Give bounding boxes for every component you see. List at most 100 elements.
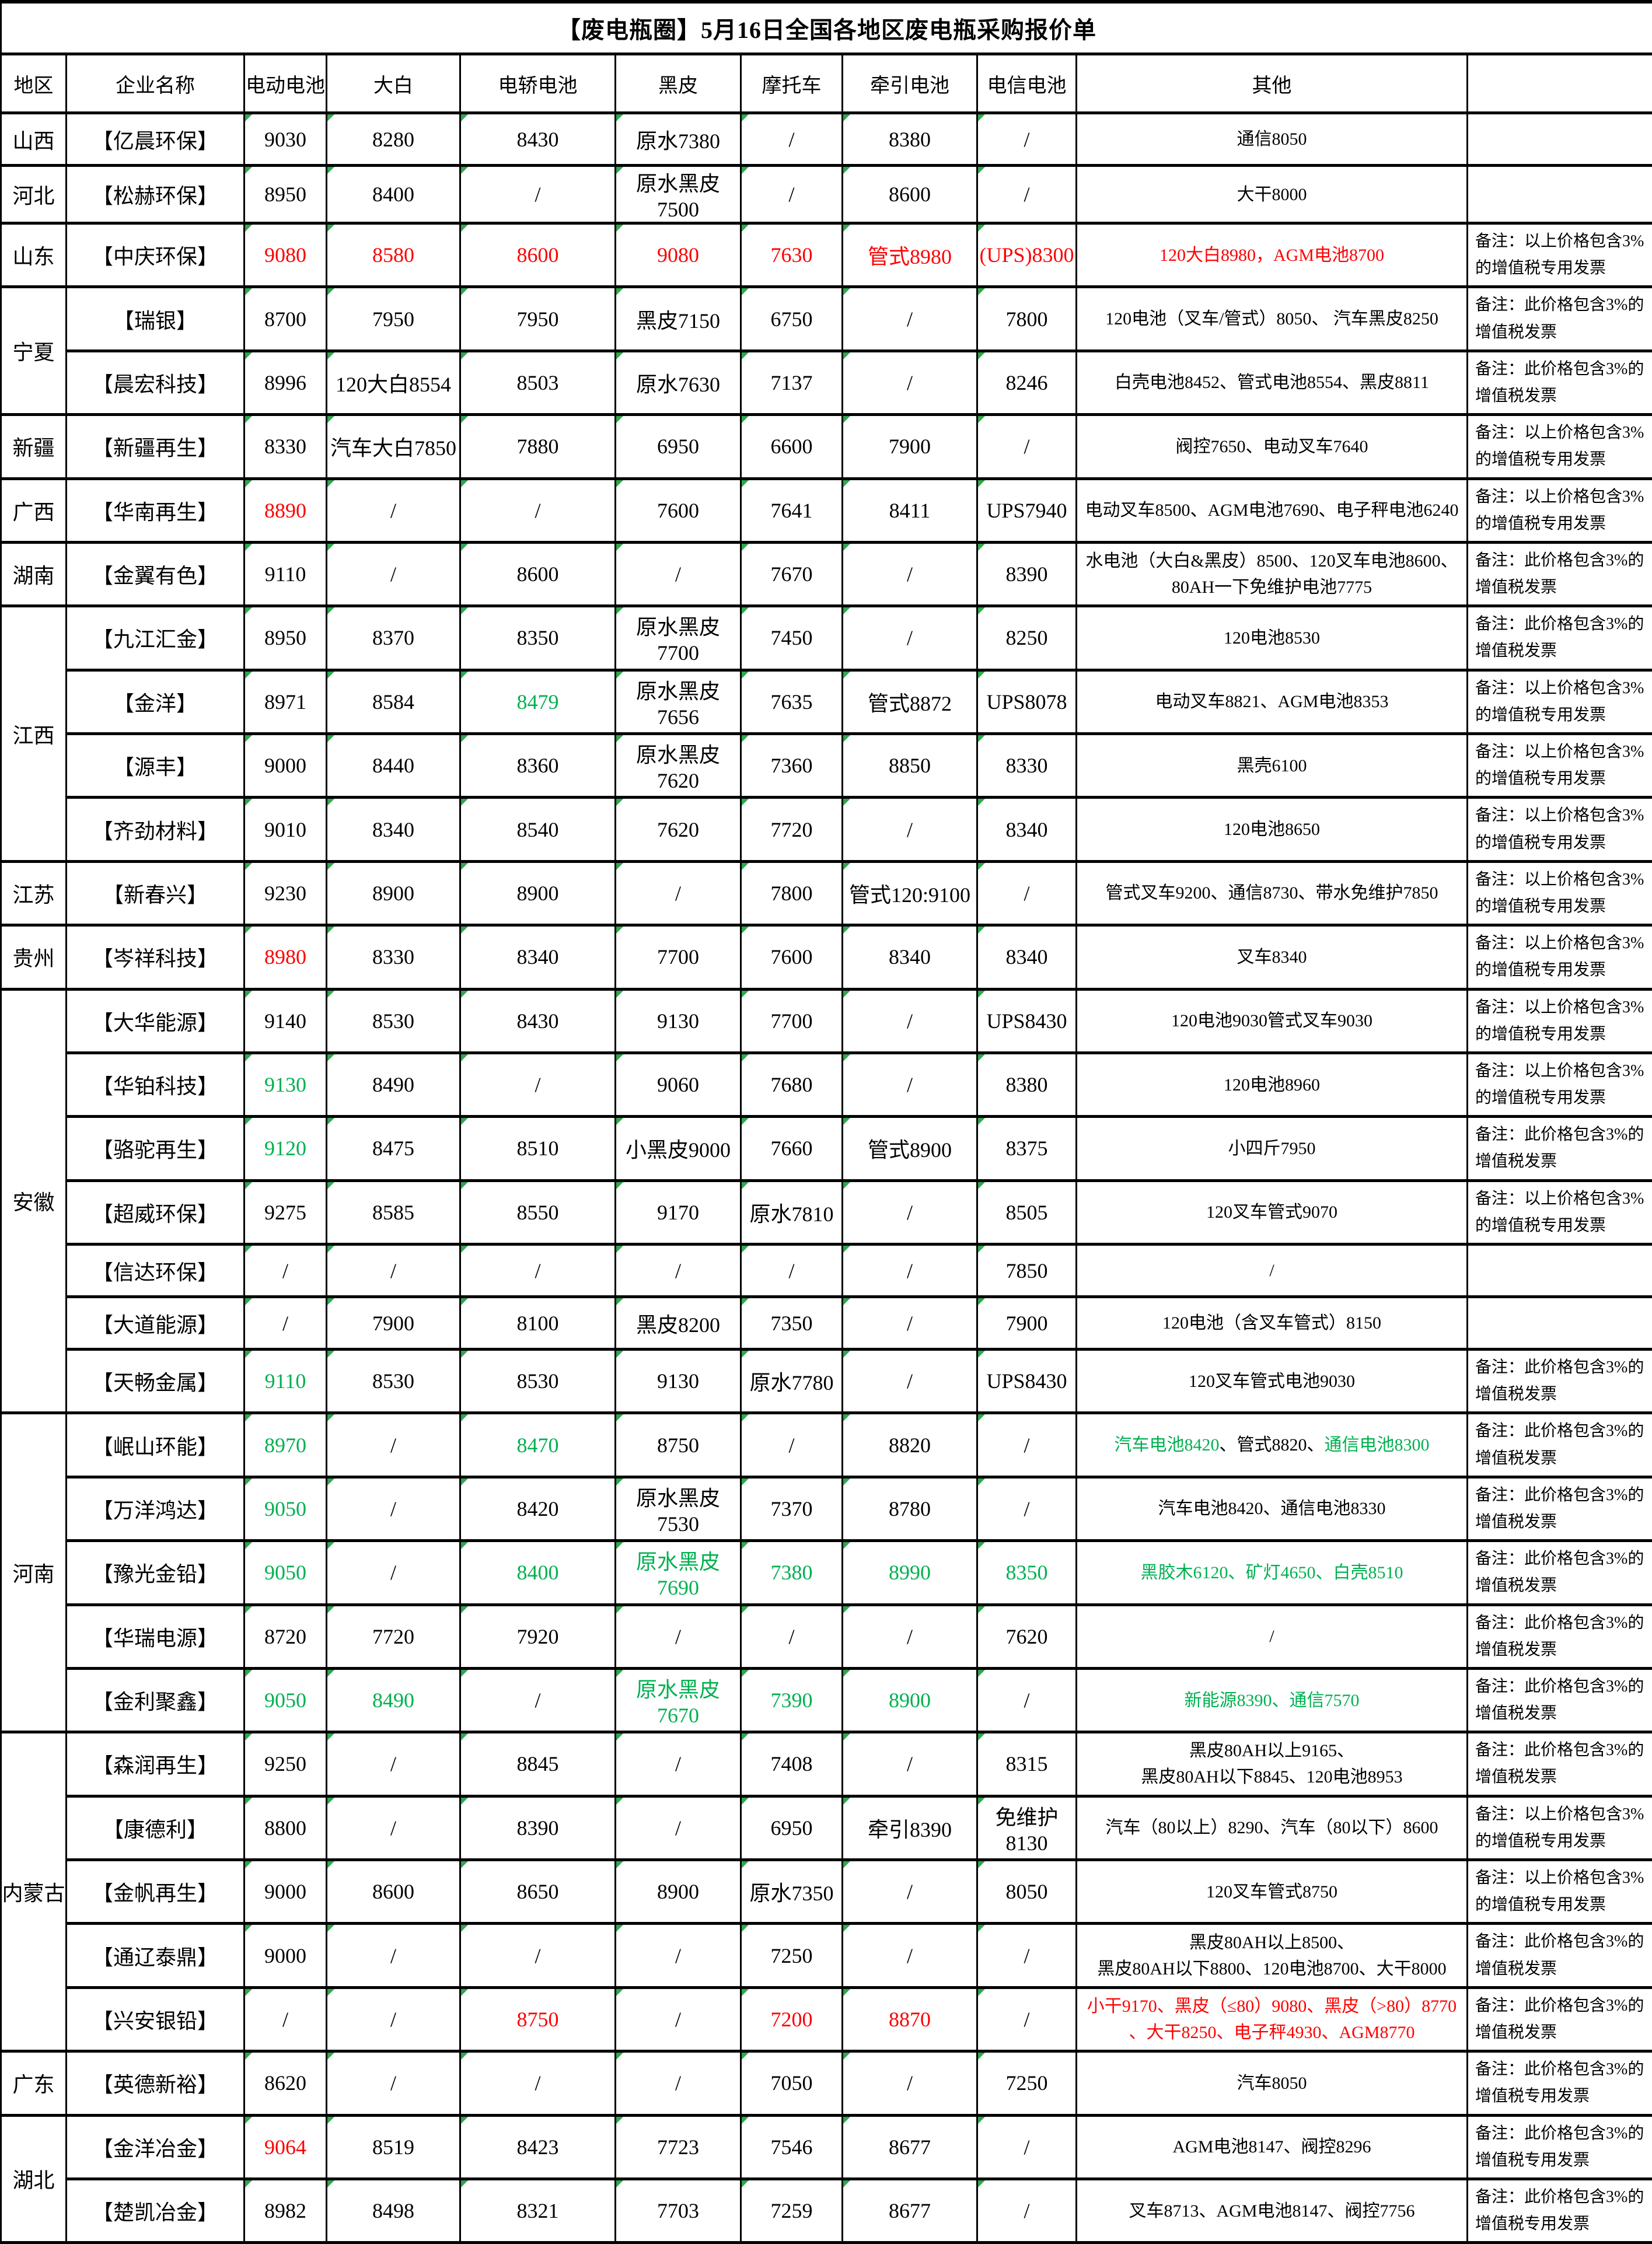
price-cell: 7900 [977,1297,1077,1350]
price-cell: / [245,1297,327,1350]
other-cell: 120电池8530 [1077,606,1468,670]
region-cell: 宁夏 [1,287,67,415]
price-cell: 8900 [460,861,616,925]
price-cell: 8850 [843,734,977,798]
price-cell: UPS7940 [977,478,1077,542]
company-cell: 【康德利】 [67,1796,245,1859]
price-cell: 7408 [741,1732,843,1796]
price-cell: 7620 [977,1605,1077,1668]
price-cell: / [843,542,977,606]
price-cell: 8900 [843,1668,977,1732]
other-cell: / [1077,1605,1468,1668]
price-cell: 8900 [616,1860,741,1924]
region-cell: 江西 [1,606,67,862]
price-cell: 8350 [977,1541,1077,1605]
price-cell: 8700 [245,287,327,351]
price-fragment: 通信电池8300 [1325,1435,1430,1455]
remark-cell: 备注：此价格包含3%的增值税发票 [1468,1668,1652,1732]
company-cell: 【中庆环保】 [67,223,245,287]
company-cell: 【岷山环能】 [67,1413,245,1477]
price-cell: 小黑皮9000 [616,1117,741,1180]
price-cell: / [327,2051,460,2115]
price-cell: / [843,1924,977,1987]
price-cell: 9130 [616,989,741,1053]
price-cell: 8600 [460,223,616,287]
price-cell: 8360 [460,734,616,798]
price-cell: 8498 [327,2179,460,2242]
price-cell: / [327,1987,460,2051]
price-cell: 原水7810 [741,1180,843,1244]
price-cell: 8340 [843,925,977,989]
region-cell: 内蒙古 [1,1732,67,2051]
price-cell: 9000 [245,734,327,798]
remark-cell: 备注：此价格包含3%的增值税发票 [1468,287,1652,351]
price-cell: / [843,989,977,1053]
price-cell: / [616,2051,741,2115]
remark-cell: 备注：以上价格包含3%的增值税专用发票 [1468,1053,1652,1116]
price-cell: 9050 [245,1477,327,1540]
price-cell: 8600 [327,1860,460,1924]
other-cell: 新能源8390、通信7570 [1077,1668,1468,1732]
other-cell: 汽车8050 [1077,2051,1468,2115]
price-cell: / [327,478,460,542]
price-cell: 原水7630 [616,351,741,414]
price-cell: 9130 [245,1053,327,1116]
price-cell: / [843,351,977,414]
other-cell: 小四斤7950 [1077,1117,1468,1180]
other-cell: 120电池（含叉车管式）8150 [1077,1297,1468,1350]
remark-cell [1468,1245,1652,1297]
remark-cell: 备注：以上价格包含3%的增值税专用发票 [1468,925,1652,989]
price-cell: 8677 [843,2179,977,2242]
price-cell: 8340 [977,798,1077,861]
price-cell: / [843,1180,977,1244]
price-cell: 7800 [977,287,1077,351]
price-cell: 8340 [460,925,616,989]
price-cell: 7660 [741,1117,843,1180]
price-cell: / [616,1987,741,2051]
price-cell: 管式120:9100 [843,861,977,925]
price-cell: 管式8980 [843,223,977,287]
region-cell: 广东 [1,2051,67,2115]
company-cell: 【华南再生】 [67,478,245,542]
remark-cell: 备注：以上价格包含3%的增值税专用发票 [1468,989,1652,1053]
other-cell: 黑皮80AH以上8500、 黑皮80AH以下8800、120电池8700、大干8… [1077,1924,1468,1987]
price-cell: / [327,542,460,606]
remark-cell [1468,1297,1652,1350]
other-cell: 叉车8340 [1077,925,1468,989]
company-cell: 【晨宏科技】 [67,351,245,414]
company-cell: 【瑞银】 [67,287,245,351]
price-cell: 8530 [327,1350,460,1413]
price-cell: 8550 [460,1180,616,1244]
price-cell: 8475 [327,1117,460,1180]
price-cell: / [327,1796,460,1859]
price-cell: 7800 [741,861,843,925]
remark-cell: 备注：以上价格包含3%的增值税专用发票 [1468,415,1652,478]
price-cell: 7880 [460,415,616,478]
remark-cell: 备注：此价格包含3%的增值税发票 [1468,351,1652,414]
price-cell: 8720 [245,1605,327,1668]
remark-cell: 备注：以上价格包含3%的增值税专用发票 [1468,798,1652,861]
price-cell: / [616,1732,741,1796]
price-cell: 7620 [616,798,741,861]
price-cell: 原水7350 [741,1860,843,1924]
region-cell: 新疆 [1,415,67,478]
price-cell: / [616,1796,741,1859]
price-cell: 7670 [741,542,843,606]
company-cell: 【金利聚鑫】 [67,1668,245,1732]
company-cell: 【华铂科技】 [67,1053,245,1116]
price-cell: 8505 [977,1180,1077,1244]
company-cell: 【豫光金铅】 [67,1541,245,1605]
price-cell: 8750 [460,1987,616,2051]
other-cell: AGM电池8147、阀控8296 [1077,2115,1468,2179]
price-cell: 8503 [460,351,616,414]
region-cell: 湖北 [1,2115,67,2243]
